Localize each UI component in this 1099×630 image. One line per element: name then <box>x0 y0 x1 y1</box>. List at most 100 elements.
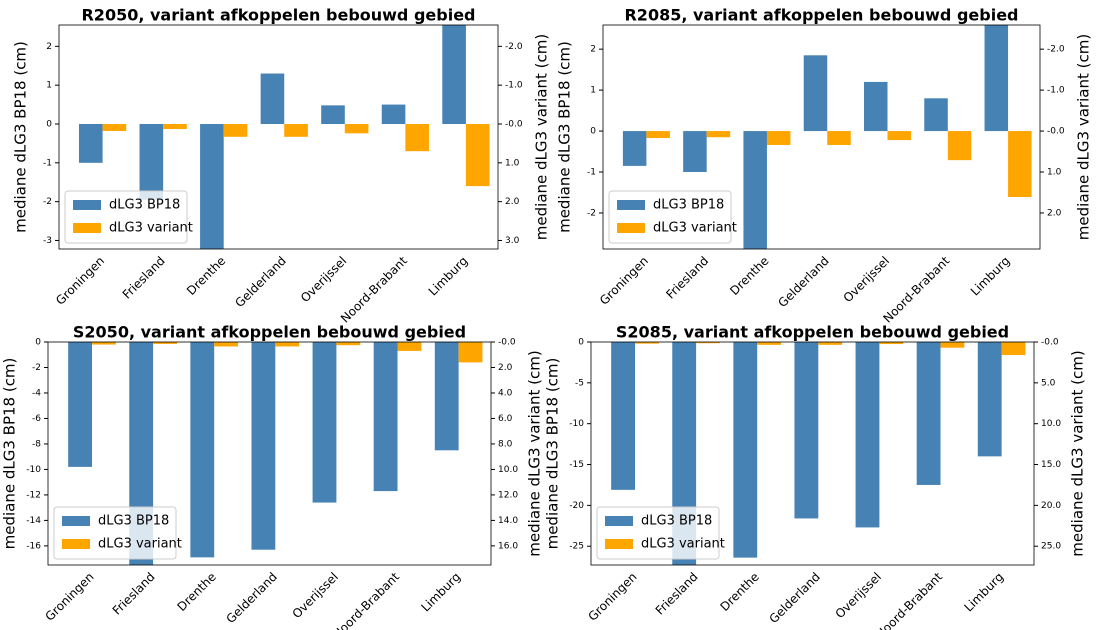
bar <box>766 131 791 145</box>
y2-tick-label: -0.0 <box>1047 127 1065 137</box>
bar <box>863 81 888 132</box>
y2-tick-label: -2.0 <box>505 42 523 52</box>
y-tick-label: -2 <box>32 363 41 373</box>
bar <box>153 342 177 344</box>
bar <box>634 342 659 344</box>
plot-frame <box>590 341 1035 566</box>
plot-frame <box>58 24 499 250</box>
y2-tick-label: 4.0 <box>498 388 513 398</box>
bar <box>818 342 843 345</box>
plot-frame <box>47 341 492 566</box>
y-tick-label: -12 <box>26 490 41 500</box>
y-tick-label: -25 <box>569 542 584 552</box>
legend-swatch <box>62 516 90 526</box>
bar <box>260 73 285 124</box>
y2-tick-label: 2.0 <box>505 197 520 207</box>
bar <box>139 123 164 200</box>
legend: dLG3 BP18 dLG3 variant <box>596 506 725 560</box>
y-tick-label: -16 <box>26 541 41 551</box>
bar <box>803 55 828 132</box>
x-tick-label: Limburg <box>961 570 1006 615</box>
y-axis-label: mediane dLG3 BP18 (cm) <box>544 358 562 550</box>
bar <box>940 342 965 348</box>
y-tick-label: -2 <box>43 197 52 207</box>
x-tick-label: Groningen <box>586 570 640 624</box>
x-tick-label: Overijssel <box>833 570 884 621</box>
bar <box>284 123 308 137</box>
y2-tick-label: -0.0 <box>498 338 516 348</box>
x-tick-label: Overijssel <box>298 254 349 305</box>
x-tick-label: Noord-Brabant <box>330 569 402 630</box>
x-tick-label: Noord-Brabant <box>338 253 410 325</box>
y-tick-label: 0 <box>35 338 41 348</box>
bar <box>344 123 369 134</box>
x-tick-label: Friesland <box>653 570 701 618</box>
x-tick-label: Drenthe <box>718 570 762 614</box>
legend-swatch <box>605 539 633 549</box>
y2-axis-label: mediane dLG3 variant (cm) <box>1075 34 1093 240</box>
y-tick-label: -5 <box>575 378 584 388</box>
y2-axis-label: mediane dLG3 variant (cm) <box>526 350 544 556</box>
bar <box>887 131 912 141</box>
legend: dLG3 BP18 dLG3 variant <box>608 190 737 244</box>
y2-tick-label: 2.0 <box>1047 208 1062 218</box>
bar <box>1008 131 1032 197</box>
bar <box>757 342 782 345</box>
y-tick-label: 0 <box>46 119 52 129</box>
bar <box>924 98 948 132</box>
y-axis-label: mediane dLG3 BP18 (cm) <box>1 358 19 550</box>
x-tick-label: Noord-Brabant <box>873 569 945 630</box>
y-tick-label: -14 <box>26 516 41 526</box>
bar <box>916 342 941 485</box>
bar <box>947 131 972 161</box>
bar <box>743 131 767 249</box>
legend-swatch <box>73 200 101 210</box>
y2-tick-label: 1.0 <box>505 158 520 168</box>
chart-title: R2050, variant afkoppelen bebouwd gebied <box>81 6 475 25</box>
y2-tick-label: 12.0 <box>498 490 518 500</box>
y-tick-label: -10 <box>569 419 584 429</box>
y2-tick-label: -0.0 <box>1041 338 1059 348</box>
bar <box>397 342 422 351</box>
y2-tick-label: -1.0 <box>1047 86 1065 96</box>
y2-tick-label: 5.0 <box>1041 378 1056 388</box>
bar <box>977 342 1002 457</box>
bar <box>223 123 248 137</box>
x-tick-label: Limburg <box>426 254 471 299</box>
bar <box>696 342 720 344</box>
y-tick-label: 0 <box>590 127 596 137</box>
panel: -2 -1 0 1 2 -2.0 -1.0 -0.0 1.0 2.0 Groningen Friesl… <box>556 6 1093 326</box>
y-tick-label: -20 <box>569 501 584 511</box>
x-tick-label: Groningen <box>597 254 651 308</box>
bar <box>405 123 429 152</box>
panel: -3 -2 -1 0 1 2 -2.0 -1.0 -0.0 1.0 2.0 3.0 Groningen F… <box>12 6 551 326</box>
x-tick-label: Friesland <box>120 254 168 302</box>
x-tick-label: Overijssel <box>841 254 892 305</box>
legend-swatch <box>605 516 633 526</box>
bar <box>336 342 361 346</box>
bar <box>78 123 103 163</box>
bar <box>91 342 116 345</box>
bar <box>794 342 819 519</box>
legend-swatch <box>73 223 101 233</box>
bar <box>214 342 239 347</box>
legend-label: dLG3 BP18 <box>653 198 724 213</box>
bar <box>611 342 635 490</box>
x-tick-label: Gelderland <box>223 570 279 626</box>
y2-tick-label: 3.0 <box>505 236 520 246</box>
y2-tick-label: -1.0 <box>505 81 523 91</box>
x-tick-label: Friesland <box>663 254 711 302</box>
y2-tick-label: 20.0 <box>1041 501 1061 511</box>
legend-label: dLG3 BP18 <box>641 514 712 529</box>
bar <box>381 104 406 124</box>
bar <box>442 25 466 124</box>
legend: dLG3 BP18 dLG3 variant <box>53 506 182 560</box>
bar <box>434 342 459 451</box>
y-tick-label: 1 <box>590 86 596 96</box>
y2-tick-label: 10.0 <box>498 465 518 475</box>
bars <box>68 342 483 565</box>
bar <box>251 342 276 550</box>
x-tick-label: Drenthe <box>727 254 771 298</box>
y-tick-label: -8 <box>32 439 41 449</box>
